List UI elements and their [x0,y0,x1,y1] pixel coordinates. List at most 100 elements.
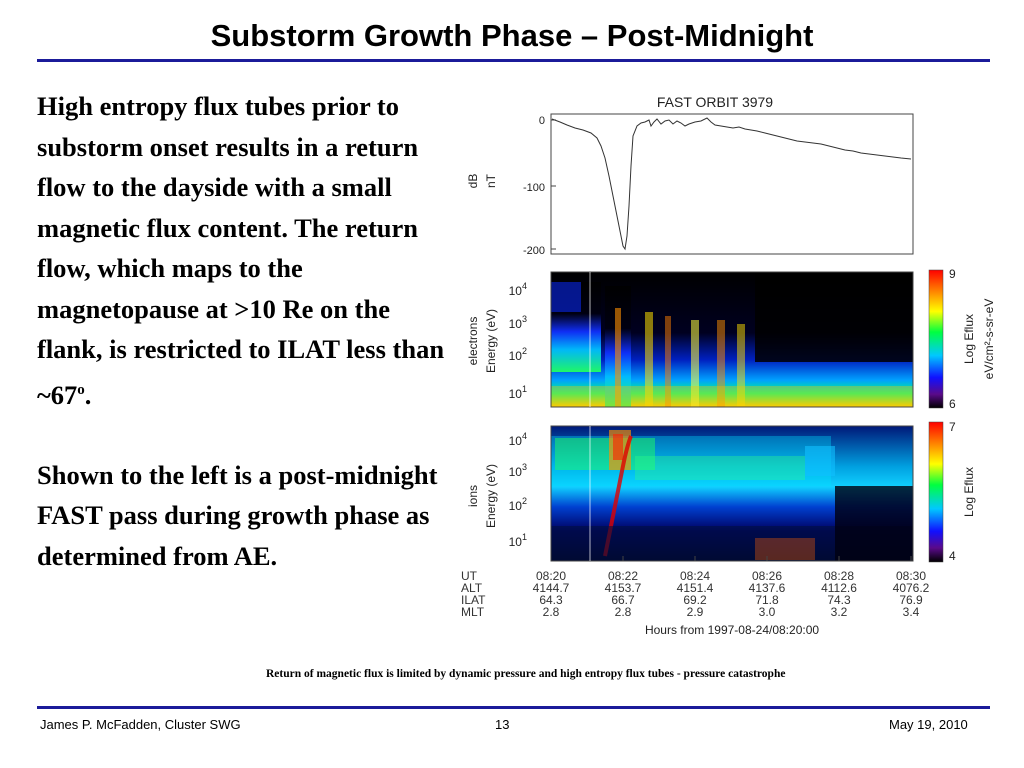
panel-db-frame [550,113,914,255]
col-3-mlt: 3.0 [759,605,776,619]
figure-svg: FAST ORBIT 3979 dB nT 0 -100 -200 [461,94,996,637]
electrons-ytick-1e2-exp: 2 [522,346,527,356]
ions-mid-band [635,456,805,480]
col-5-alt: 4076.2 [893,581,930,595]
footer-author: James P. McFadden, Cluster SWG [40,717,241,732]
electrons-ytick-1e4-exp: 4 [522,281,527,291]
panel-ions: ions Energy (eV) 104 103 102 101 7 4 Log… [466,420,976,563]
col-3-ut: 08:26 [752,569,782,583]
ions-ytick-1e2-exp: 2 [522,496,527,506]
electrons-colorbar-min: 6 [949,397,956,411]
electrons-ytick-1e3-exp: 3 [522,314,527,324]
electrons-ytick-1e1-base: 10 [509,387,523,401]
electrons-colorbar [928,269,944,409]
ions-bump [805,446,835,476]
panel-db-tick-100: -100 [523,182,545,194]
col-4-ut: 08:28 [824,569,854,583]
col-5-mlt: 3.4 [903,605,920,619]
panel-electrons: electrons Energy (eV) 104 103 102 101 9 … [466,267,996,411]
figure-title: FAST ORBIT 3979 [657,94,773,110]
ions-ytick-1e1: 101 [509,532,527,549]
electrons-burst-4 [665,316,671,407]
electrons-colorbar-label: Log Eflux [962,314,976,364]
panel-db-ylabel-nt: nT [484,173,498,188]
electrons-burst-2 [615,308,621,407]
col-4-ilat: 74.3 [827,593,851,607]
col-1-alt: 4153.7 [605,581,642,595]
ions-ytick-1e3: 103 [509,462,527,479]
ions-ytick-1e4-base: 10 [509,434,523,448]
paragraph-1-end: . [84,379,92,410]
electrons-low-band [551,386,913,407]
col-0-mlt: 2.8 [543,605,560,619]
electrons-ytick-1e2-base: 10 [509,349,523,363]
col-2-alt: 4151.4 [677,581,714,595]
electrons-burst-3 [645,312,653,407]
electrons-burst-6 [717,320,725,407]
axis-columns: 08:204144.764.32.808:224153.766.72.808:2… [533,556,930,619]
x-axis-label: Hours from 1997-08-24/08:20:00 [645,623,819,637]
slide-title: Substorm Growth Phase – Post-Midnight [210,18,814,53]
col-2-ilat: 69.2 [683,593,707,607]
footer-rule [37,706,990,709]
panel-db-tick-0: 0 [539,115,545,127]
ions-low-burst [755,538,815,560]
paragraph-1: High entropy flux tubes prior to substor… [37,86,457,415]
figure-caption: Return of magnetic flux is limited by dy… [266,668,786,680]
col-3-alt: 4137.6 [749,581,786,595]
ions-colorbar-min: 4 [949,549,956,563]
electrons-quiet-region [755,272,913,362]
ions-frame [550,425,914,562]
row-label-ilat: ILAT [461,593,486,607]
electrons-ytick-1e1: 101 [509,384,527,401]
electrons-ytick-1e1-exp: 1 [522,384,527,394]
col-0-alt: 4144.7 [533,581,570,595]
electrons-ytick-1e4: 104 [509,281,527,298]
col-1-ut: 08:22 [608,569,638,583]
ions-colorbar-label: Log Eflux [962,467,976,517]
col-5-ilat: 76.9 [899,593,923,607]
axis-row-labels: UT ALT ILAT MLT [461,569,486,619]
ions-dark-region [835,486,913,561]
footer-date: May 19, 2010 [889,717,968,732]
title-rule [37,59,990,62]
col-1-mlt: 2.8 [615,605,632,619]
ions-colorbar [928,421,944,563]
col-0-ut: 08:20 [536,569,566,583]
electrons-ylabel-energy: Energy (eV) [484,309,498,373]
col-4-mlt: 3.2 [831,605,848,619]
row-label-ut: UT [461,569,478,583]
ions-hot-core [613,434,623,460]
ions-ytick-1e2-base: 10 [509,499,523,513]
col-0-ilat: 64.3 [539,593,563,607]
db-trace [551,117,912,251]
ions-colorbar-max: 7 [949,420,956,434]
electrons-ylabel-species: electrons [466,317,480,366]
ions-ytick-1e3-base: 10 [509,465,523,479]
row-label-alt: ALT [461,581,483,595]
body-text: High entropy flux tubes prior to substor… [37,86,457,576]
panel-db-tick-200: -200 [523,245,545,257]
electrons-burst-5 [691,320,699,407]
col-2-mlt: 2.9 [687,605,704,619]
ions-ylabel-species: ions [466,485,480,507]
ions-ytick-1e2: 102 [509,496,527,513]
electrons-ytick-1e2: 102 [509,346,527,363]
panel-db: dB nT 0 -100 -200 [466,113,914,257]
col-5-ut: 08:30 [896,569,926,583]
electrons-upper-band [551,282,581,312]
electrons-colorbar-units: eV/cm²-s-sr-eV [982,299,996,380]
electrons-ytick-1e3: 103 [509,314,527,331]
col-3-ilat: 71.8 [755,593,779,607]
col-2-ut: 08:24 [680,569,710,583]
ions-ytick-1e1-exp: 1 [522,532,527,542]
paragraph-2: Shown to the left is a post-midnight FAS… [37,459,438,571]
electrons-frame [550,271,914,408]
col-4-alt: 4112.6 [821,581,857,595]
electrons-ytick-1e3-base: 10 [509,317,523,331]
electrons-colorbar-max: 9 [949,267,956,281]
degree-superscript: o [77,381,85,398]
ions-ylabel-energy: Energy (eV) [484,464,498,528]
electrons-burst-7 [737,324,745,407]
ions-ytick-1e4: 104 [509,431,527,448]
